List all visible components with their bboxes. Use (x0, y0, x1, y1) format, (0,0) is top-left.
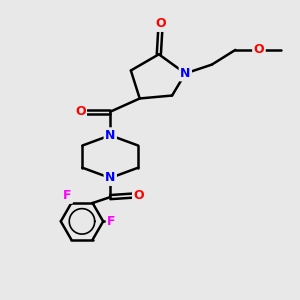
Text: O: O (155, 17, 166, 31)
Text: O: O (75, 105, 86, 118)
Text: F: F (63, 189, 71, 203)
Text: F: F (107, 215, 116, 228)
Text: O: O (134, 189, 144, 202)
Text: N: N (105, 172, 116, 184)
Text: N: N (180, 67, 190, 80)
Text: N: N (105, 129, 116, 142)
Text: O: O (254, 44, 264, 56)
